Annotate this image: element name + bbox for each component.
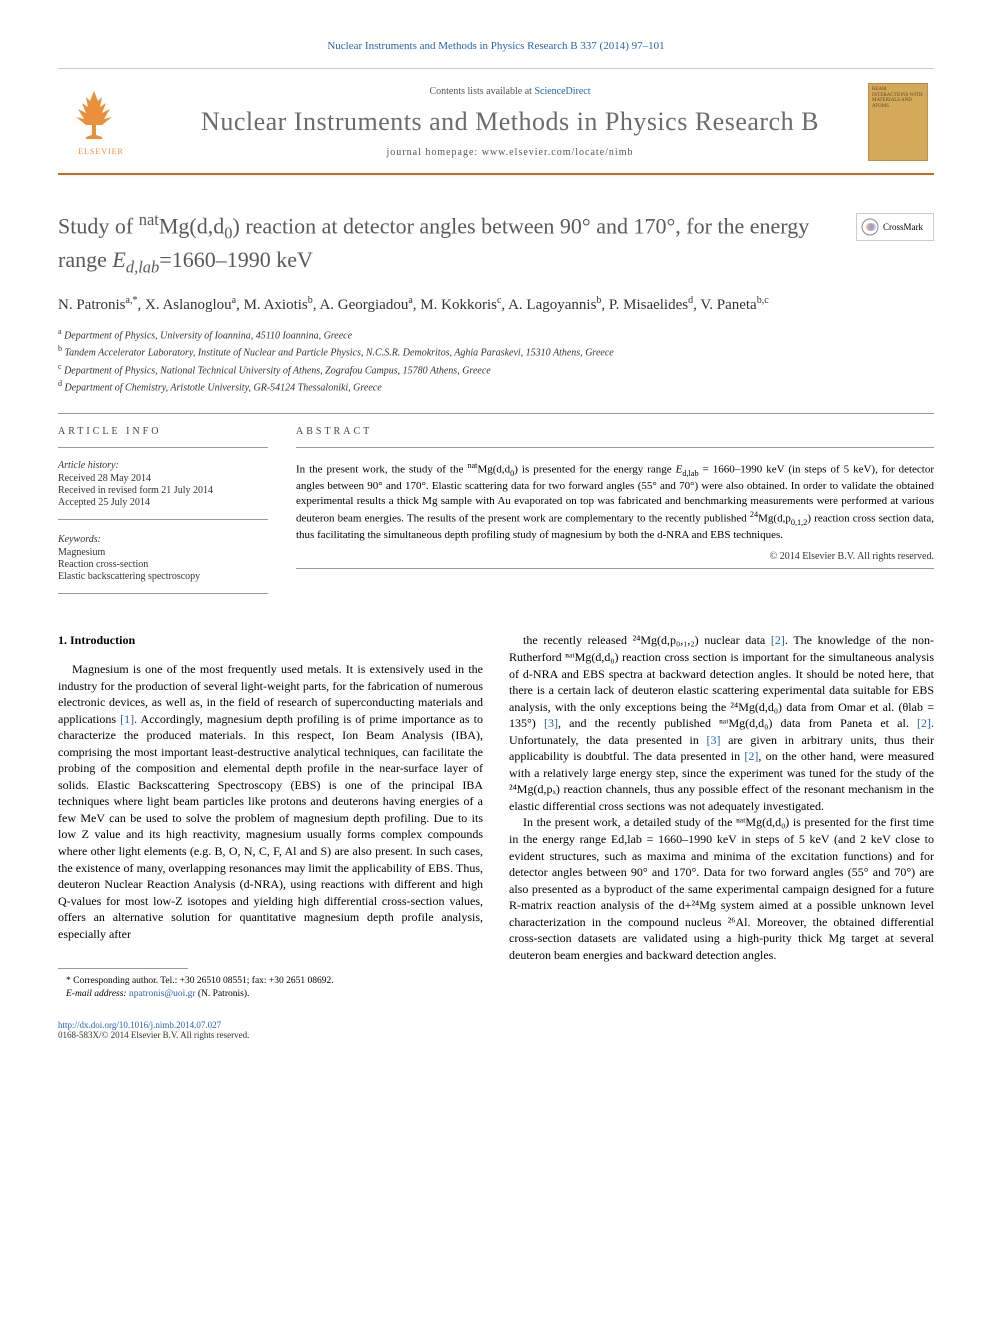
doi-block: http://dx.doi.org/10.1016/j.nimb.2014.07…	[58, 1020, 934, 1040]
crossmark-badge[interactable]: CrossMark	[856, 213, 934, 241]
publisher-name: ELSEVIER	[66, 147, 136, 156]
ref-link[interactable]: [3]	[707, 733, 721, 747]
author: P. Misaelidesd	[609, 297, 693, 313]
author: V. Panetab,c	[700, 297, 768, 313]
keyword: Reaction cross-section	[58, 559, 268, 570]
author: M. Axiotisb	[244, 297, 313, 313]
revised-date: Received in revised form 21 July 2014	[58, 485, 268, 496]
ref-link[interactable]: [1]	[120, 712, 134, 726]
sciencedirect-link[interactable]: ScienceDirect	[534, 86, 590, 97]
section-1-heading: 1. Introduction	[58, 632, 483, 649]
journal-header: ELSEVIER Contents lists available at Sci…	[58, 68, 934, 175]
keywords-label: Keywords:	[58, 534, 268, 545]
publisher-logo: ELSEVIER	[66, 87, 136, 157]
author: A. Lagoyannisb	[508, 297, 601, 313]
corresponding-author-footnote: * Corresponding author. Tel.: +30 26510 …	[58, 975, 483, 1000]
author: M. Kokkorisc	[420, 297, 501, 313]
journal-reference: Nuclear Instruments and Methods in Physi…	[58, 40, 934, 52]
author-list: N. Patronisa,*, X. Aslanogloua, M. Axiot…	[58, 293, 934, 317]
author: A. Georgiadoua	[319, 297, 412, 313]
author-email-link[interactable]: npatronis@uoi.gr	[129, 989, 196, 999]
affiliation: b Tandem Accelerator Laboratory, Institu…	[58, 343, 934, 360]
affiliation: d Department of Chemistry, Aristotle Uni…	[58, 378, 934, 395]
abstract-heading: ABSTRACT	[296, 426, 934, 437]
ref-link[interactable]: [2]	[771, 633, 785, 647]
history-label: Article history:	[58, 460, 268, 471]
author: X. Aslanogloua	[145, 297, 236, 313]
abstract-copyright: © 2014 Elsevier B.V. All rights reserved…	[296, 551, 934, 562]
affiliation-list: a Department of Physics, University of I…	[58, 326, 934, 395]
ref-link[interactable]: [2]	[744, 749, 758, 763]
ref-link[interactable]: [3]	[544, 716, 558, 730]
author: N. Patronisa,*	[58, 297, 137, 313]
abstract-text: In the present work, the study of the na…	[296, 460, 934, 542]
doi-link[interactable]: http://dx.doi.org/10.1016/j.nimb.2014.07…	[58, 1020, 221, 1030]
received-date: Received 28 May 2014	[58, 473, 268, 484]
ref-link[interactable]: [2]	[917, 716, 931, 730]
article-info-heading: ARTICLE INFO	[58, 426, 268, 437]
elsevier-tree-icon	[66, 87, 122, 143]
journal-cover-thumb: BEAM INTERACTIONS WITH MATERIALS AND ATO…	[868, 83, 928, 161]
contents-lists-line: Contents lists available at ScienceDirec…	[152, 86, 868, 97]
affiliation: c Department of Physics, National Techni…	[58, 361, 934, 378]
journal-title: Nuclear Instruments and Methods in Physi…	[152, 107, 868, 137]
intro-paragraph-3: In the present work, a detailed study of…	[509, 814, 934, 963]
intro-paragraph-1: Magnesium is one of the most frequently …	[58, 661, 483, 942]
crossmark-icon	[861, 218, 879, 236]
affiliation: a Department of Physics, University of I…	[58, 326, 934, 343]
journal-homepage: journal homepage: www.elsevier.com/locat…	[152, 147, 868, 158]
issn-copyright: 0168-583X/© 2014 Elsevier B.V. All right…	[58, 1030, 934, 1040]
keyword: Magnesium	[58, 547, 268, 558]
keyword: Elastic backscattering spectroscopy	[58, 571, 268, 582]
accepted-date: Accepted 25 July 2014	[58, 497, 268, 508]
article-title: Study of natMg(d,d0) reaction at detecto…	[58, 209, 934, 279]
intro-paragraph-2: the recently released ²⁴Mg(d,p₀,₁,₂) nuc…	[509, 632, 934, 814]
crossmark-label: CrossMark	[883, 222, 923, 232]
